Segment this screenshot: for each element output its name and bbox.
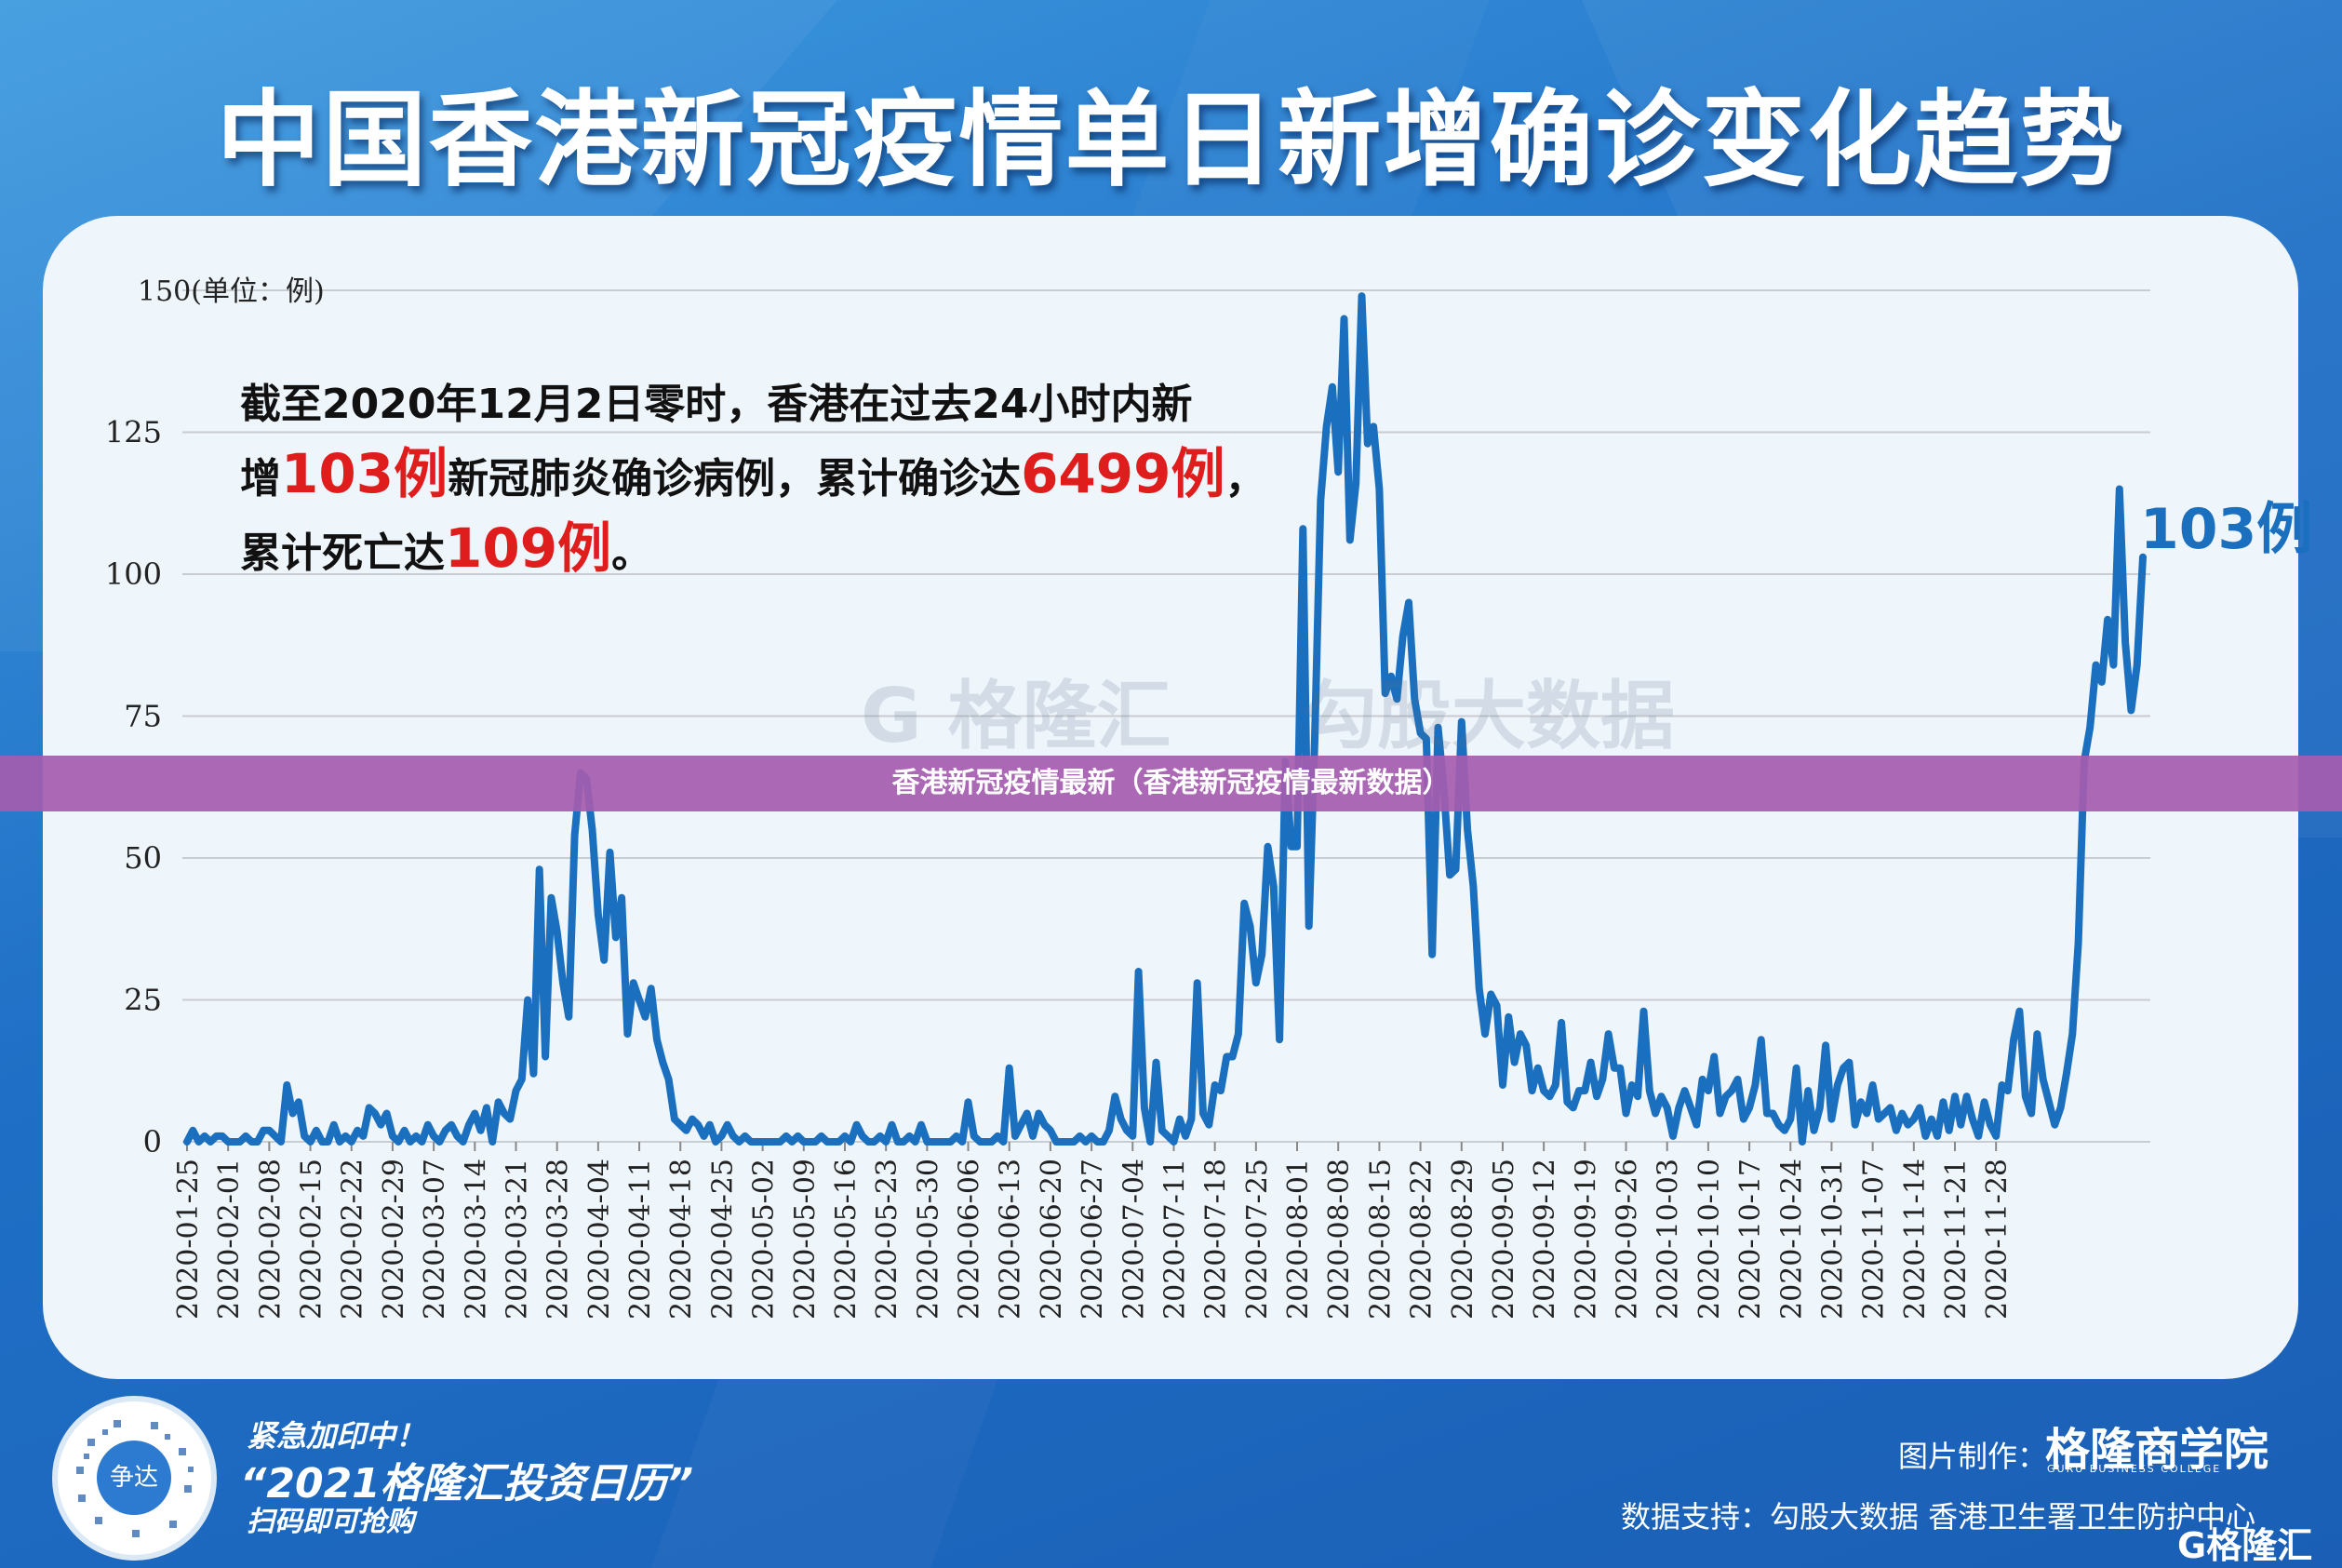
x-tick-label: 2020-10-03 (1653, 1159, 1685, 1320)
x-tick-label: 2020-07-25 (1241, 1159, 1274, 1320)
x-tick-label: 2020-03-07 (419, 1159, 451, 1320)
y-tick-label: 100 (105, 556, 162, 592)
annotation-line-3: 累计死亡达109例。 (240, 514, 1266, 588)
x-tick-label: 2020-02-22 (337, 1159, 369, 1320)
x-tick-label: 2020-07-04 (1117, 1159, 1150, 1320)
new-cases-number: 103例 (281, 442, 448, 505)
x-tick-label: 2020-01-25 (172, 1159, 205, 1320)
qr-center-badge: 争达 (97, 1441, 171, 1515)
x-tick-label: 2020-05-23 (871, 1159, 903, 1320)
annotation-text: 增 (240, 455, 281, 503)
x-tick-label: 2020-11-07 (1858, 1159, 1891, 1320)
qr-pattern-icon (76, 1420, 194, 1537)
credit-data-source: 数据支持：勾股大数据 香港卫生署卫生防护中心 (1621, 1499, 2256, 1534)
x-tick-label: 2020-11-28 (1981, 1159, 2014, 1320)
y-tick-label: 75 (124, 699, 162, 734)
total-cases-number: 6499例 (1021, 442, 1225, 505)
x-tick-label: 2020-07-11 (1158, 1159, 1191, 1320)
x-tick-label: 2020-09-19 (1570, 1159, 1602, 1320)
y-tick-label: 25 (124, 983, 162, 1018)
deaths-number: 109例 (445, 516, 612, 580)
credit-brand-logo: 格隆商学院 (2045, 1424, 2269, 1476)
x-tick-label: 2020-02-08 (254, 1159, 287, 1320)
x-tick-label: 2020-02-29 (378, 1159, 410, 1320)
page-title: 中国香港新冠疫情单日新增确诊变化趋势 (216, 80, 2126, 201)
x-tick-label: 2020-02-15 (296, 1159, 328, 1320)
x-tick-label: 2020-04-11 (624, 1159, 657, 1320)
x-tick-label: 2020-05-09 (789, 1159, 822, 1320)
x-tick-label: 2020-08-15 (1364, 1159, 1397, 1320)
x-tick-label: 2020-06-06 (954, 1159, 986, 1320)
x-tick-label: 2020-04-25 (706, 1159, 739, 1320)
summary-annotation: 截至2020年12月2日零时，香港在过去24小时内新 增103例新冠肺炎确诊病例… (240, 370, 1266, 588)
x-tick-label: 2020-10-24 (1775, 1159, 1808, 1320)
x-tick-label: 2020-02-01 (213, 1159, 246, 1320)
x-tick-label: 2020-06-13 (995, 1159, 1027, 1320)
x-tick-label: 2020-09-12 (1529, 1159, 1561, 1320)
x-tick-label: 2020-09-05 (1488, 1159, 1520, 1320)
latest-value-label: 103例 (2140, 497, 2313, 562)
promo-line-2: “2021格隆汇投资日历” (240, 1460, 694, 1508)
x-tick-label: 2020-10-10 (1693, 1159, 1726, 1320)
overlay-banner[interactable]: 香港新冠疫情最新（香港新冠疫情最新数据） (0, 756, 2342, 811)
x-tick-label: 2020-03-14 (460, 1159, 492, 1320)
annotation-text: 累计死亡达 (240, 529, 445, 577)
qr-code[interactable]: 争达 (52, 1396, 217, 1561)
annotation-text: ， (1225, 455, 1266, 503)
y-axis-label: 150(单位：例) (138, 275, 325, 308)
annotation-line-2: 增103例新冠肺炎确诊病例，累计确诊达6499例， (240, 439, 1266, 514)
x-tick-label: 2020-08-01 (1282, 1159, 1315, 1320)
x-tick-label: 2020-03-28 (542, 1159, 575, 1320)
annotation-line-1: 截至2020年12月2日零时，香港在过去24小时内新 (240, 381, 1193, 428)
x-tick-label: 2020-08-22 (1406, 1159, 1439, 1320)
credit-made-by: 图片制作： (1898, 1439, 2048, 1474)
corner-logo: G格隆汇 (2177, 1525, 2313, 1566)
promo-line-3: 扫码即可抢购 (247, 1506, 414, 1538)
y-tick-label: 0 (143, 1124, 162, 1159)
y-tick-label: 125 (105, 415, 162, 450)
promo-line-1: 紧急加印中！ (247, 1418, 426, 1454)
x-tick-label: 2020-10-17 (1734, 1159, 1767, 1320)
x-tick-label: 2020-03-21 (501, 1159, 533, 1320)
x-tick-label: 2020-06-20 (1036, 1159, 1068, 1320)
annotation-text: 。 (611, 529, 653, 577)
series-line (183, 292, 2147, 1146)
x-tick-label: 2020-08-08 (1323, 1159, 1356, 1320)
x-tick-label: 2020-10-31 (1816, 1159, 1849, 1320)
credit-brand-subtitle: GURU BUSINESS COLLEGE (2047, 1463, 2222, 1475)
x-tick-label: 2020-06-27 (1077, 1159, 1109, 1320)
x-tick-label: 2020-05-16 (830, 1159, 863, 1320)
x-tick-label: 2020-05-02 (748, 1159, 781, 1320)
x-tick-label: 2020-11-14 (1899, 1159, 1932, 1320)
x-tick-label: 2020-07-18 (1200, 1159, 1233, 1320)
x-tick-label: 2020-05-30 (912, 1159, 944, 1320)
x-tick-label: 2020-04-04 (583, 1159, 616, 1320)
x-tick-label: 2020-04-18 (665, 1159, 698, 1320)
y-tick-label: 50 (124, 840, 162, 876)
x-tick-label: 2020-09-26 (1612, 1159, 1644, 1320)
x-tick-label: 2020-11-21 (1940, 1159, 1973, 1320)
watermark-logo-right: 勾股大数据 (1303, 673, 1675, 759)
annotation-text: 新冠肺炎确诊病例，累计确诊达 (448, 455, 1022, 503)
watermark-logo-left: G 格隆汇 (861, 673, 1171, 759)
x-tick-label: 2020-08-29 (1447, 1159, 1479, 1320)
